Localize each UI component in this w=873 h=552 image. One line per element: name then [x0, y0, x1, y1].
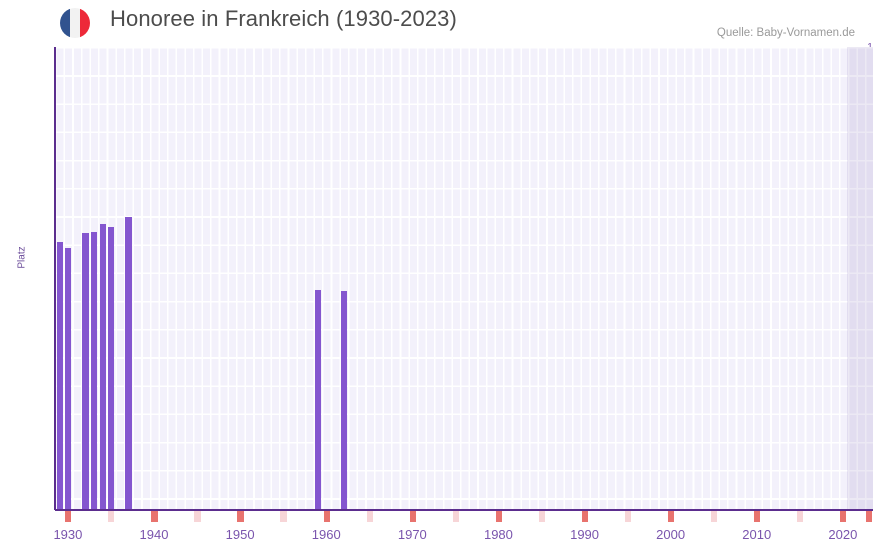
x-axis-label-1950: 1950	[225, 527, 255, 542]
x-axis-line	[55, 509, 873, 511]
chart-source-label: Quelle: Baby-Vornamen.de	[716, 27, 855, 39]
x-axis-tickmark-1955	[280, 511, 287, 522]
bar-1932	[82, 232, 89, 509]
bar-1933	[91, 232, 98, 509]
bar-1959	[314, 290, 322, 509]
x-axis-tickmark-2000	[667, 511, 675, 522]
bar-1929	[56, 241, 63, 509]
plot-area	[55, 47, 873, 509]
x-axis-tickmark-1950	[237, 511, 244, 522]
x-axis-tickmark-1940	[151, 511, 158, 522]
x-axis-label-1930: 1930	[53, 527, 83, 542]
bar-1937	[125, 216, 132, 509]
x-axis-label-2020: 2020	[828, 527, 858, 542]
bar-1935	[108, 226, 115, 509]
x-axis-label-1970: 1970	[397, 527, 427, 542]
x-axis-label-1940: 1940	[139, 527, 169, 542]
x-axis-tickmark-1970	[409, 511, 416, 522]
x-axis-tickmark-2020	[840, 511, 847, 522]
x-axis-tickmark-1990	[581, 511, 589, 522]
x-axis-label-1990: 1990	[570, 527, 600, 542]
x-axis-tickmark-1960	[323, 511, 330, 522]
bar-1962	[340, 290, 347, 509]
france-flag-icon	[60, 8, 90, 38]
x-axis-tickmark-1980	[495, 511, 502, 522]
x-axis-tickmark-1935	[108, 511, 115, 522]
x-axis-label-2010: 2010	[742, 527, 772, 542]
x-axis-tickmark-1975	[452, 511, 459, 522]
x-axis-tickmark-2015	[797, 511, 804, 522]
x-axis-tickmark-1945	[194, 511, 201, 522]
x-axis-tickmark-2005	[711, 511, 718, 522]
x-axis-tickmark-1930	[65, 511, 72, 522]
bar-1934	[99, 223, 106, 509]
x-axis-tickmark-1985	[538, 511, 545, 522]
y-axis-title: Platz	[16, 246, 28, 269]
x-axis-label-1980: 1980	[483, 527, 513, 542]
plot-gridlines	[55, 47, 873, 509]
x-axis-label-2000: 2000	[656, 527, 686, 542]
y-axis-line	[54, 47, 56, 510]
x-axis-tickmark-1995	[624, 511, 632, 522]
bar-1930	[65, 247, 72, 509]
x-axis-tickmark-2010	[754, 511, 761, 522]
x-axis-tickmark-2023	[865, 511, 873, 522]
chart-header: Honoree in Frankreich (1930-2023) Quelle…	[0, 0, 873, 47]
x-axis-label-1960: 1960	[311, 527, 341, 542]
chart-title: Honoree in Frankreich (1930-2023)	[110, 6, 457, 31]
x-axis-tickmark-1965	[366, 511, 373, 522]
